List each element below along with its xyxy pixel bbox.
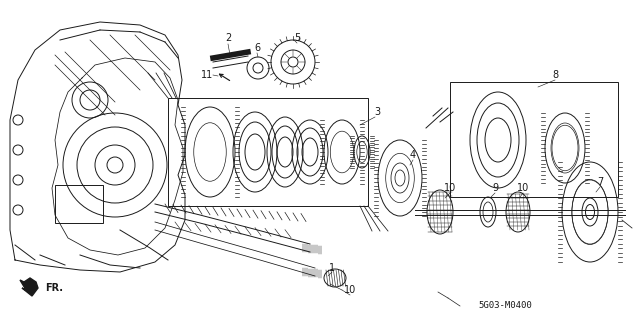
Text: FR.: FR.: [45, 283, 63, 293]
Text: 8: 8: [552, 70, 558, 80]
Text: 4: 4: [410, 150, 416, 160]
Text: 2: 2: [225, 33, 231, 43]
Text: 11: 11: [201, 70, 213, 80]
Polygon shape: [20, 278, 38, 296]
Text: 9: 9: [492, 183, 498, 193]
Text: 10: 10: [444, 183, 456, 193]
Text: 5G03-M0400: 5G03-M0400: [478, 301, 532, 310]
Text: 5: 5: [294, 33, 300, 43]
Bar: [450, 82, 618, 197]
Text: 10: 10: [517, 183, 529, 193]
Text: 1: 1: [329, 263, 335, 273]
Text: 10: 10: [344, 285, 356, 295]
Text: 3: 3: [374, 107, 380, 117]
Bar: [55, 185, 103, 223]
Bar: [168, 98, 368, 206]
Text: 6: 6: [254, 43, 260, 53]
Text: 7: 7: [597, 177, 603, 187]
